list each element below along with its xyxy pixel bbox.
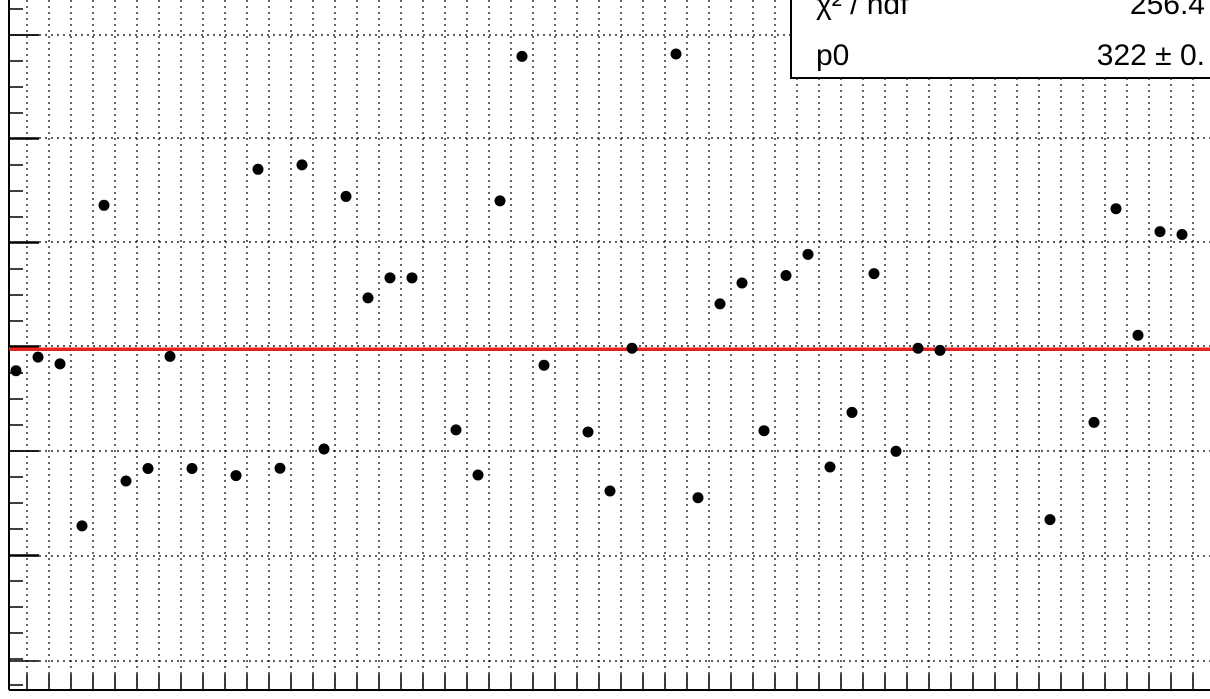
data-point (890, 445, 902, 457)
data-point (142, 463, 154, 475)
data-point (670, 48, 682, 60)
data-point (692, 492, 704, 504)
chi2-label: χ² / ndf (816, 0, 909, 21)
data-point (384, 272, 396, 284)
data-point (780, 269, 792, 281)
p0-value: 322 ± 0. (1097, 39, 1205, 72)
data-point (296, 159, 308, 171)
data-point (516, 50, 528, 62)
data-point (846, 406, 858, 418)
data-point (98, 199, 110, 211)
data-point (252, 163, 264, 175)
plot-frame (8, 0, 1210, 691)
data-point (1176, 229, 1188, 241)
data-point (164, 350, 176, 362)
y-axis-ticks (9, 8, 39, 686)
data-point (274, 462, 286, 474)
data-point (1088, 416, 1100, 428)
x-axis-ticks (26, 674, 1194, 690)
data-point (318, 443, 330, 455)
data-point (340, 190, 352, 202)
data-point (736, 277, 748, 289)
data-point (120, 475, 132, 487)
data-point (472, 469, 484, 481)
data-point (604, 485, 616, 497)
data-point (626, 342, 638, 354)
data-point (868, 268, 880, 280)
data-point (186, 463, 198, 475)
data-point (230, 470, 242, 482)
data-point (76, 520, 88, 532)
data-point (582, 426, 594, 438)
data-point (912, 342, 924, 354)
data-point (10, 365, 22, 377)
fit-stats-box: χ² / ndf 256.4 p0 322 ± 0. (790, 0, 1210, 79)
data-point (1154, 226, 1166, 238)
data-point (406, 272, 418, 284)
grid-lines (9, 0, 1210, 690)
data-point (802, 248, 814, 260)
data-point (1110, 203, 1122, 215)
data-points (10, 45, 1210, 532)
chi2-value: 256.4 (1130, 0, 1205, 21)
data-point (32, 351, 44, 363)
data-point (824, 461, 836, 473)
data-point (362, 292, 374, 304)
p0-label: p0 (816, 39, 849, 72)
data-point (538, 359, 550, 371)
data-point (450, 424, 462, 436)
data-point (714, 298, 726, 310)
data-point (54, 358, 66, 370)
data-point (758, 425, 770, 437)
data-point (1044, 514, 1056, 526)
data-point (934, 344, 946, 356)
data-point (1132, 329, 1144, 341)
data-point (494, 195, 506, 207)
